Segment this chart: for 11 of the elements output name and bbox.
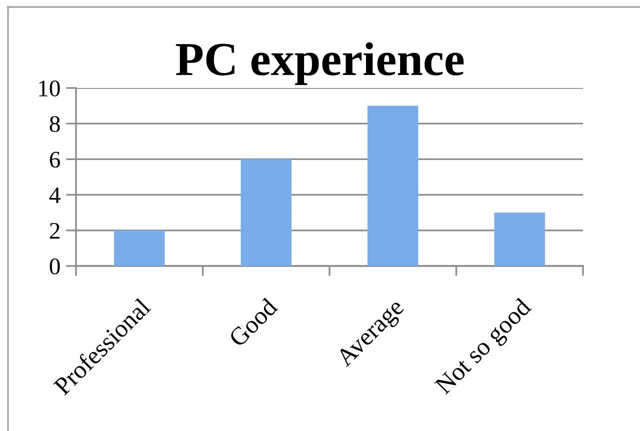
- bar: [240, 159, 292, 266]
- bar: [368, 106, 418, 266]
- y-tick-label: 0: [50, 258, 60, 274]
- bar: [114, 230, 165, 266]
- y-tick-label: 6: [50, 152, 60, 168]
- bar: [494, 212, 545, 266]
- y-tick-label: 10: [39, 80, 60, 96]
- y-tick-label: 4: [49, 187, 60, 203]
- y-tick-label: 8: [50, 116, 60, 132]
- y-tick-label: 2: [50, 222, 60, 239]
- chart-title: PC experience: [176, 42, 464, 86]
